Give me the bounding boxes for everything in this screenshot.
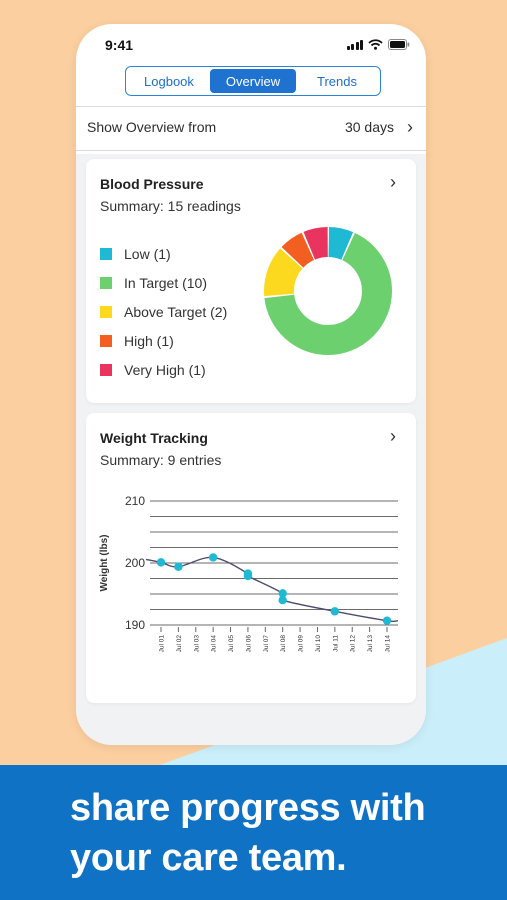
x-tick-label: Jul 14 [385, 635, 392, 653]
y-tick-label: 190 [125, 618, 145, 632]
data-point [208, 553, 218, 562]
trend-line [145, 556, 399, 623]
x-tick-label: Jul 01 [159, 635, 166, 653]
y-axis-label: Weight (lbs) [99, 534, 110, 591]
x-tick-label: Jul 07 [263, 635, 270, 653]
tagline-banner: share progress with your care team. [0, 765, 507, 900]
y-tick-label: 200 [125, 556, 145, 570]
legend-item: Very High (1) [100, 356, 227, 385]
x-tick-label: Jul 12 [350, 635, 357, 653]
x-tick-label: Jul 13 [367, 635, 374, 653]
legend-swatch [100, 335, 112, 348]
data-point [278, 589, 287, 598]
x-tick-label: Jul 05 [228, 635, 235, 653]
blood-pressure-donut-chart [264, 227, 392, 355]
weight-tracking-summary: Summary: 9 entries [100, 452, 222, 468]
weight-line-chart: 190 200 210 Weight (lbs) Jul 01 Jul 02 Jul 03 J… [99, 494, 399, 653]
overview-range-value: 30 days [344, 119, 394, 135]
weight-tracking-title: Weight Tracking [100, 430, 208, 446]
data-point [174, 562, 183, 571]
legend-label: Very High (1) [124, 362, 206, 379]
wifi-icon [368, 39, 383, 50]
donut-slice [264, 227, 392, 355]
legend-item: Low (1) [100, 239, 227, 268]
legend-item: High (1) [100, 327, 227, 356]
x-tick-label: Jul 09 [298, 635, 305, 653]
header-divider [76, 106, 426, 107]
tagline-line-2: your care team. [70, 837, 347, 879]
data-point [243, 571, 253, 581]
x-tick-label: Jul 06 [245, 635, 252, 653]
overview-range-row[interactable]: Show Overview from 30 days › [76, 108, 426, 148]
battery-icon [388, 39, 410, 50]
legend-item: Above Target (2) [100, 297, 227, 326]
data-point [156, 558, 166, 567]
blood-pressure-summary: Summary: 15 readings [100, 198, 241, 214]
legend-swatch [100, 364, 112, 377]
status-bar: 9:41 [76, 24, 426, 64]
y-tick-label: 210 [125, 494, 145, 508]
data-point [278, 596, 287, 605]
overview-divider [76, 150, 426, 151]
legend-label: High (1) [124, 333, 174, 350]
x-tick-label: Jul 10 [315, 635, 322, 653]
status-icons [346, 39, 411, 50]
overview-range-label: Show Overview from [87, 119, 217, 135]
data-point [382, 616, 392, 625]
tagline-line-1: share progress with [70, 787, 426, 829]
tab-trends[interactable]: Trends [317, 73, 357, 89]
tab-logbook[interactable]: Logbook [144, 73, 194, 89]
x-tick-label: Jul 04 [211, 635, 218, 653]
phone-frame: 9:41 Logbook Overview [76, 24, 426, 745]
x-tick-label: Jul 02 [176, 635, 183, 653]
donut-slice [264, 227, 392, 355]
x-tick-label: Jul 11 [332, 635, 339, 652]
cellular-signal-icon [346, 40, 363, 50]
status-time: 9:41 [105, 37, 134, 53]
legend-label: Above Target (2) [124, 303, 228, 320]
tab-overview[interactable]: Overview [209, 69, 297, 93]
legend-swatch [100, 247, 112, 260]
legend-swatch [100, 276, 112, 289]
chevron-right-icon: › [407, 117, 413, 137]
legend-label: In Target (10) [124, 274, 208, 291]
blood-pressure-title: Blood Pressure [100, 176, 204, 192]
blood-pressure-card[interactable]: Blood Pressure Summary: 15 readings › Lo… [86, 159, 416, 403]
chevron-right-icon[interactable]: › [390, 426, 396, 446]
legend-item: In Target (10) [100, 268, 227, 297]
legend-label: Low (1) [124, 245, 171, 262]
x-tick-label: Jul 08 [280, 635, 287, 653]
data-point [330, 607, 340, 616]
x-tick-label: Jul 03 [193, 635, 200, 653]
blood-pressure-legend: Low (1) In Target (10) Above Target (2) Hig… [100, 239, 227, 385]
weight-tracking-card[interactable]: Weight Tracking Summary: 9 entries › 190… [86, 413, 416, 703]
view-segmented-control: Logbook Overview Trends [125, 66, 381, 96]
legend-swatch [100, 305, 112, 318]
chevron-right-icon[interactable]: › [390, 172, 396, 192]
